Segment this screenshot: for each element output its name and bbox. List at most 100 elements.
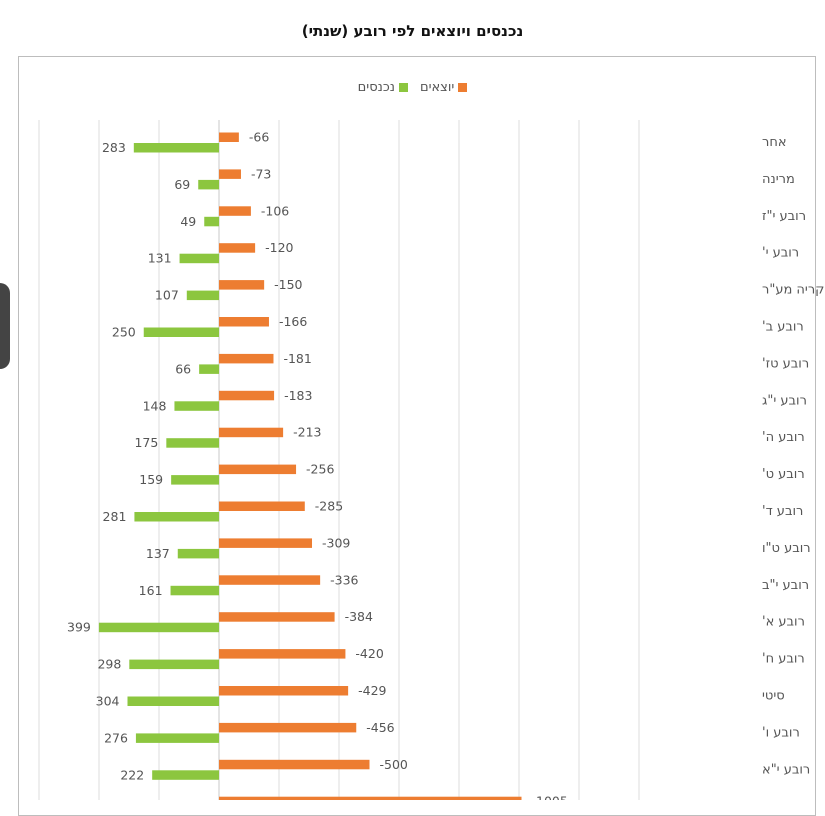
data-label-incoming: 399	[67, 620, 91, 635]
bar-outgoing	[219, 353, 274, 364]
bar-outgoing	[219, 280, 265, 290]
data-label-outgoing: -213	[293, 425, 321, 440]
category-label: סיטי	[762, 689, 785, 704]
bar-incoming	[152, 770, 219, 780]
data-label-outgoing: -166	[279, 314, 307, 329]
legend-item-outgoing: יוצאים	[419, 80, 468, 95]
bar-outgoing	[219, 538, 313, 548]
side-tab-handle[interactable]	[0, 283, 10, 369]
category-label: רובע י'	[762, 246, 799, 261]
chart-legend: יוצאים נכנסים	[0, 80, 825, 95]
category-label: רובע י"ב	[762, 578, 809, 593]
data-label-incoming: 49	[180, 214, 196, 229]
category-label: רובע י"א	[762, 762, 810, 777]
bar-outgoing	[219, 132, 239, 142]
data-label-incoming: 161	[139, 583, 163, 598]
data-label-incoming: 137	[146, 546, 170, 561]
data-label-incoming: 250	[112, 325, 136, 340]
bar-outgoing	[219, 575, 321, 585]
bar-outgoing	[219, 796, 522, 800]
bar-outgoing	[219, 722, 357, 733]
data-label-incoming: 281	[103, 509, 127, 524]
data-label-outgoing: -500	[380, 757, 408, 772]
bar-incoming	[133, 143, 219, 153]
category-label: רובע י"ג	[762, 393, 807, 408]
bar-incoming	[186, 290, 219, 301]
category-label: הקריה מע"ר	[762, 283, 825, 298]
data-label-outgoing: -66	[249, 130, 269, 145]
data-label-incoming: 175	[134, 435, 158, 450]
data-label-outgoing: -256	[306, 462, 334, 477]
bar-incoming	[170, 585, 219, 596]
category-label: רובע ט"ו	[762, 541, 811, 556]
bar-outgoing	[219, 243, 256, 253]
data-label-outgoing: -285	[315, 499, 343, 514]
bar-outgoing	[219, 612, 335, 622]
bar-outgoing	[219, 390, 275, 401]
legend-label-incoming: נכנסים	[357, 80, 395, 95]
bar-outgoing	[219, 649, 346, 659]
data-label-incoming: 283	[102, 140, 126, 155]
bar-incoming	[199, 364, 219, 374]
data-label-outgoing: -309	[322, 535, 350, 550]
category-label: רובע ד'	[762, 504, 803, 519]
data-label-incoming: 159	[139, 472, 163, 487]
legend-label-outgoing: יוצאים	[419, 80, 455, 95]
data-label-outgoing: -106	[261, 203, 289, 218]
category-label: רובע ח'	[762, 652, 805, 667]
category-label: רובע י"ז	[762, 209, 806, 224]
bar-outgoing	[219, 686, 349, 696]
category-label: אחר	[762, 135, 787, 150]
data-label-incoming: 107	[155, 288, 179, 303]
bar-incoming	[171, 475, 219, 485]
data-label-outgoing: -384	[345, 609, 373, 624]
category-label: רובע ט'	[762, 467, 805, 482]
data-label-outgoing: -336	[330, 572, 358, 587]
category-label: מרינה	[762, 172, 795, 187]
data-label-incoming: 148	[143, 398, 167, 413]
category-label: רובע טז'	[762, 356, 809, 371]
data-label-incoming: 298	[97, 657, 121, 672]
data-label-outgoing: -420	[355, 646, 383, 661]
category-label: רובע ה'	[762, 430, 805, 445]
data-label-outgoing: -183	[284, 388, 312, 403]
data-label-incoming: 304	[96, 694, 120, 709]
bar-incoming	[174, 401, 219, 411]
data-label-incoming: 222	[120, 767, 144, 782]
data-label-outgoing: -1005	[532, 794, 568, 800]
bar-incoming	[177, 548, 219, 559]
bar-outgoing	[219, 169, 241, 179]
bar-incoming	[143, 327, 219, 337]
legend-swatch-incoming	[398, 83, 408, 92]
data-label-outgoing: -181	[283, 351, 311, 366]
bar-incoming	[127, 696, 219, 706]
bar-incoming	[198, 179, 219, 190]
data-label-outgoing: -120	[265, 240, 293, 255]
data-label-outgoing: -456	[366, 720, 394, 735]
bar-incoming	[129, 659, 219, 670]
bar-outgoing	[219, 317, 269, 327]
data-label-outgoing: -150	[274, 277, 302, 292]
legend-item-incoming: נכנסים	[358, 80, 408, 95]
data-label-incoming: 69	[174, 177, 190, 192]
category-label: רובע א'	[762, 615, 805, 630]
bar-outgoing	[219, 464, 297, 475]
bar-incoming	[98, 622, 219, 633]
bar-outgoing	[219, 759, 370, 770]
bar-incoming	[134, 512, 219, 522]
bar-incoming	[179, 253, 219, 264]
data-label-outgoing: -73	[251, 166, 271, 181]
data-label-incoming: 66	[175, 361, 191, 376]
chart-title: נכנסים ויוצאים לפי רובע (שנתי)	[301, 22, 524, 40]
data-label-outgoing: -429	[358, 683, 386, 698]
bar-incoming	[166, 438, 219, 448]
data-label-incoming: 276	[104, 730, 128, 745]
data-label-incoming: 131	[148, 251, 172, 266]
category-label: רובע ו'	[762, 725, 800, 740]
bar-outgoing	[219, 427, 284, 438]
bar-incoming	[204, 216, 219, 227]
bar-incoming	[135, 733, 219, 743]
category-label: רובע ב'	[762, 320, 804, 335]
bar-outgoing	[219, 206, 251, 216]
